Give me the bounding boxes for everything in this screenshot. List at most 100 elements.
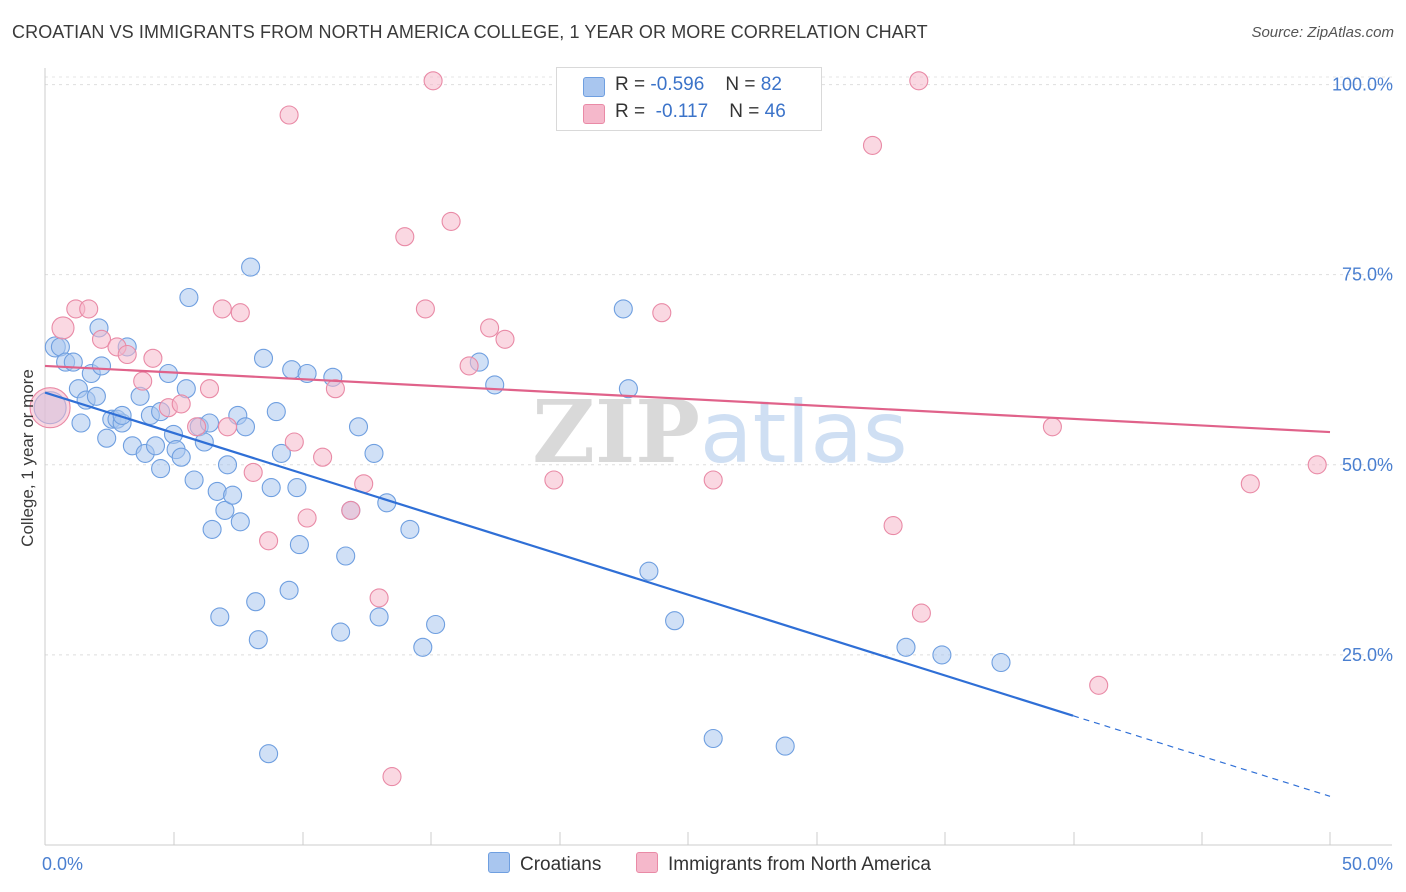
croatians-point xyxy=(246,592,266,612)
legend-r-label: R = xyxy=(615,101,646,122)
immigrants-point xyxy=(259,531,279,551)
croatians-point xyxy=(287,478,307,498)
immigrants-point xyxy=(51,316,75,340)
watermark-zip: ZIP xyxy=(532,382,700,483)
immigrants-point xyxy=(1240,474,1260,494)
croatians-point xyxy=(151,459,171,479)
immigrants-point xyxy=(862,135,883,155)
trend-lines xyxy=(44,364,1331,797)
immigrants-point xyxy=(423,71,443,91)
immigrants-point xyxy=(909,71,929,91)
croatians-point xyxy=(331,622,351,642)
legend-r-label: R = xyxy=(615,74,646,95)
immigrants-point xyxy=(187,417,207,437)
croatians-trend-line xyxy=(44,391,1074,717)
immigrants-point xyxy=(212,299,232,319)
axes xyxy=(44,68,1392,846)
croatians-point xyxy=(230,512,250,532)
immigrants-point xyxy=(544,470,564,490)
immigrants-point xyxy=(480,318,500,338)
immigrants-point xyxy=(313,447,333,467)
croatians-point xyxy=(202,519,222,539)
croatians-point xyxy=(259,744,279,764)
bottom-legend-swatch-croatians xyxy=(488,852,510,873)
chart-title: CROATIAN VS IMMIGRANTS FROM NORTH AMERIC… xyxy=(12,22,928,42)
croatians-point xyxy=(235,417,256,437)
croatians-point xyxy=(71,413,91,433)
bottom-legend-immigrants: Immigrants from North America xyxy=(636,852,931,876)
immigrants-point xyxy=(703,470,723,490)
immigrants-point xyxy=(279,105,299,125)
immigrants-point xyxy=(199,379,220,399)
y-axis-title: College, 1 year or more xyxy=(18,369,37,547)
immigrants-point xyxy=(133,371,153,391)
immigrants-point xyxy=(143,348,163,368)
croatians-point xyxy=(348,417,369,437)
croatians-point xyxy=(336,546,356,566)
immigrants-point xyxy=(284,432,304,452)
croatians-point xyxy=(86,386,106,406)
croatians-point xyxy=(217,455,238,475)
croatians-point xyxy=(639,561,659,581)
croatians-point xyxy=(991,652,1011,673)
croatians-point xyxy=(426,614,446,635)
immigrants-point xyxy=(171,394,191,414)
croatians-point xyxy=(413,637,433,657)
croatians-point xyxy=(775,736,795,756)
immigrants-point xyxy=(1089,675,1109,695)
croatians-point xyxy=(266,402,286,422)
croatians-point xyxy=(248,630,268,650)
croatians-point xyxy=(613,299,633,319)
legend-n-value: 46 xyxy=(764,101,786,122)
immigrants-trend-line xyxy=(44,364,1331,434)
legend-n-value: 82 xyxy=(760,74,782,95)
immigrants-point xyxy=(495,329,515,349)
source-credit: Source: ZipAtlas.com xyxy=(1251,24,1394,41)
croatians-point xyxy=(91,356,112,376)
croatians-point xyxy=(618,379,638,399)
croatians-point xyxy=(279,580,299,600)
y-tick-label: 50.0% xyxy=(1342,455,1393,475)
croatians-point xyxy=(253,348,274,368)
grid-lines xyxy=(45,76,1392,656)
legend-box: R = -0.596 N = 82 R = -0.117 N = 46 xyxy=(556,67,822,131)
x-tick-label: 0.0% xyxy=(42,854,83,874)
legend-n-label: N = xyxy=(729,101,760,122)
tick-labels: 25.0% 50.0% 75.0% 100.0% 0.0% 50.0% xyxy=(42,75,1393,874)
data-points xyxy=(29,71,1327,787)
immigrants-point xyxy=(230,303,250,323)
croatians-point xyxy=(223,485,243,505)
y-tick-label: 25.0% xyxy=(1342,645,1393,665)
croatians-point xyxy=(97,428,117,448)
immigrants-point xyxy=(91,329,112,349)
immigrants-point xyxy=(79,299,99,319)
croatians-point xyxy=(485,375,505,395)
croatians-point xyxy=(171,447,191,467)
immigrants-point xyxy=(883,516,903,536)
immigrants-point xyxy=(117,344,137,365)
immigrants-point xyxy=(395,227,415,247)
bottom-legend-label: Immigrants from North America xyxy=(668,854,931,875)
immigrants-point xyxy=(243,462,263,482)
bottom-legend-label: Croatians xyxy=(520,854,602,875)
y-tick-label: 75.0% xyxy=(1342,265,1393,285)
croatians-point xyxy=(145,436,166,456)
croatians-point xyxy=(369,607,389,627)
croatians-point xyxy=(179,287,199,308)
immigrants-point xyxy=(1042,417,1062,437)
immigrants-point xyxy=(911,603,931,623)
immigrants-point xyxy=(325,379,345,399)
bottom-legend-swatch-immigrants xyxy=(636,852,658,873)
immigrants-point xyxy=(297,508,317,528)
x-tick-label: 50.0% xyxy=(1342,854,1393,874)
croatians-point xyxy=(241,257,261,277)
immigrants-point xyxy=(652,303,672,323)
croatians-point xyxy=(364,443,384,463)
croatians-point xyxy=(184,470,204,490)
legend-r-value: -0.596 xyxy=(650,74,705,95)
immigrants-point xyxy=(1307,455,1327,475)
watermark: ZIPatlas xyxy=(532,382,908,483)
croatians-point xyxy=(112,405,132,425)
croatians-point xyxy=(210,607,230,627)
